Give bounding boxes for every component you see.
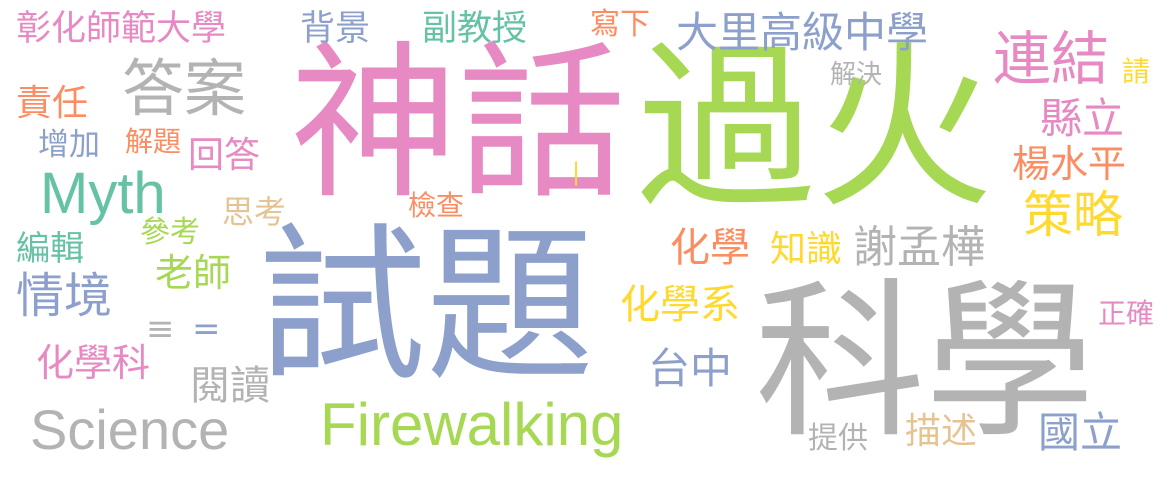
word-yangshuiping: 楊水平: [1012, 142, 1127, 186]
word-bianji: 編輯: [16, 229, 84, 269]
word-miaoshu: 描述: [905, 411, 978, 452]
word-yuedu: 閱讀: [190, 363, 270, 409]
word-firewalking: Firewalking: [320, 391, 624, 458]
word-xiexia: 寫下: [590, 7, 650, 42]
word-qingjing: 情境: [16, 268, 113, 324]
word-zeren: 責任: [16, 83, 89, 124]
word-dali: 大里高級中學: [676, 8, 929, 57]
word-jiancha: 檢查: [408, 189, 465, 222]
word-bar: |: [572, 158, 581, 186]
word-tigong: 提供: [808, 421, 868, 456]
word-zhengque: 正確: [1098, 297, 1155, 330]
word-daan: 答案: [122, 52, 247, 125]
word-zhishi: 知識: [770, 229, 843, 270]
word-changhua: 彰化師範大學: [16, 9, 227, 49]
word-lianjie: 連結: [993, 25, 1110, 93]
word-jiejue: 解決: [830, 60, 883, 90]
word-guohuo: 過火: [637, 25, 993, 232]
word-science: Science: [30, 398, 230, 461]
word-guoli: 國立: [1038, 408, 1123, 457]
word-taizhong: 台中: [648, 344, 733, 393]
word-myth: Myth: [40, 161, 166, 226]
word-kexue: 科學: [755, 264, 1096, 462]
word-laoshi: 老師: [155, 251, 232, 295]
word-sym3: ≡: [146, 309, 175, 349]
word-shenhua: 神話: [290, 26, 626, 222]
word-xianli: 縣立: [1040, 94, 1125, 143]
word-celue: 策略: [1023, 186, 1123, 244]
word-huida: 回答: [188, 135, 261, 176]
word-shiti: 試題: [258, 208, 594, 404]
word-jieti: 解題: [125, 125, 182, 158]
word-sym2: =: [192, 309, 221, 349]
word-huaxue: 化學: [670, 225, 750, 271]
word-huaxueke: 化學科: [36, 341, 151, 385]
word-qing: 請: [1122, 55, 1151, 88]
word-sikao: 思考: [222, 193, 287, 231]
word-huaxuexi: 化學系: [620, 282, 740, 328]
word-zengjia: 增加: [38, 127, 100, 163]
word-fujiaoshou: 副教授: [422, 9, 528, 49]
word-beijing: 背景: [300, 9, 371, 49]
word-cankao: 參考: [140, 215, 200, 250]
word-xiemenghua: 謝孟樺: [853, 222, 985, 273]
